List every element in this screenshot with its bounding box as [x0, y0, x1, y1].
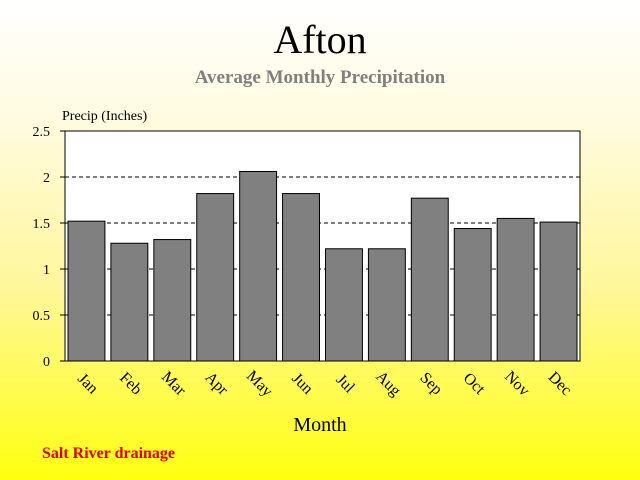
x-axis-ticks: Jan Feb Mar Apr May Jun Jul Aug Sep Oct Nov Dec: [74, 367, 575, 400]
x-tick-label: Jun: [288, 370, 316, 398]
bar-jun: [282, 193, 320, 362]
x-tick-label: Sep: [416, 369, 445, 398]
bar-nov: [496, 217, 535, 362]
y-tick-label: 2: [43, 171, 50, 186]
grid-lines: [65, 176, 580, 316]
bar-dec: [539, 221, 578, 362]
y-axis-label: Precip (Inches): [62, 109, 148, 124]
y-tick-label: 0: [43, 355, 50, 370]
bar-aug: [367, 248, 406, 362]
x-axis-label: Month: [293, 414, 347, 436]
chart-subtitle: Average Monthly Precipitation: [194, 67, 446, 88]
x-tick-label: Aug: [372, 368, 404, 400]
y-tick-label: 0.5: [33, 309, 51, 324]
y-tick-label: 1.5: [33, 217, 51, 232]
bars: [67, 170, 578, 362]
bar-apr: [196, 193, 235, 362]
x-tick-label: Feb: [116, 369, 145, 398]
bar-jan: [67, 220, 106, 362]
chart-title: Afton: [273, 17, 367, 62]
y-tick-label: 2.5: [33, 125, 51, 140]
y-tick-label: 1: [43, 263, 50, 278]
footnote: Salt River drainage: [42, 445, 176, 462]
bar-oct: [453, 228, 492, 362]
x-tick-label: Oct: [460, 370, 489, 399]
bar-jul: [325, 248, 363, 362]
bar-sep: [410, 197, 449, 362]
x-tick-label: Jan: [74, 370, 101, 397]
x-tick-label: Jul: [333, 371, 359, 397]
bar-mar: [153, 239, 192, 362]
x-tick-label: Dec: [545, 369, 575, 399]
bar-may: [239, 170, 278, 362]
x-tick-label: Apr: [202, 369, 232, 399]
y-axis-ticks: 0 0.5 1 1.5 2 2.5: [33, 125, 65, 370]
x-tick-label: May: [243, 367, 276, 400]
x-tick-label: Mar: [158, 368, 189, 399]
plot-area: [64, 130, 581, 362]
x-tick-label: Nov: [501, 368, 533, 400]
bar-feb: [110, 242, 149, 362]
